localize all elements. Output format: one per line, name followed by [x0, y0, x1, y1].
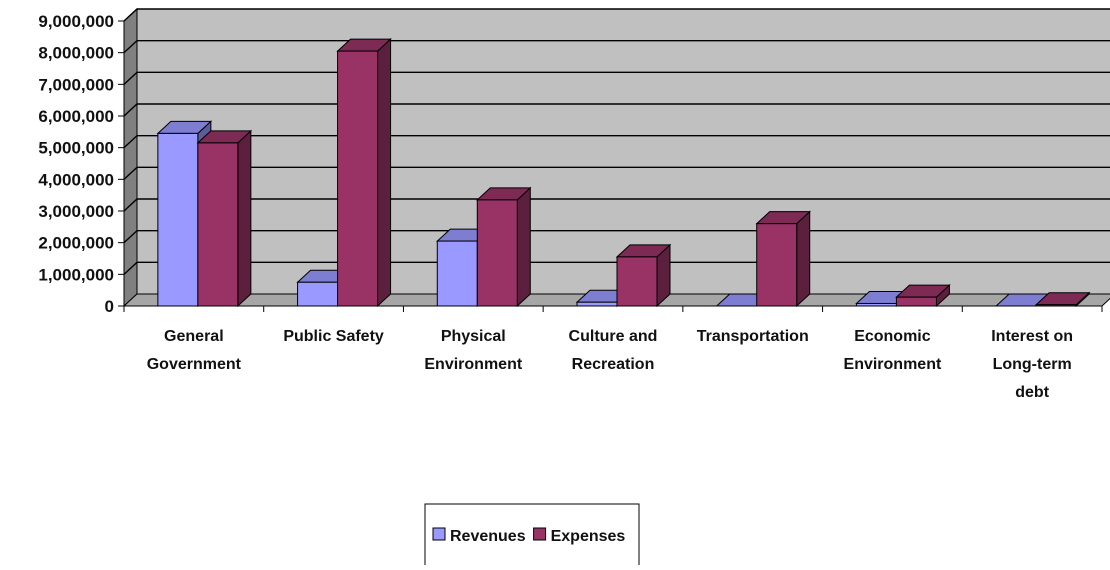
x-tick-label: debt [1015, 384, 1049, 401]
gridline [123, 198, 1110, 212]
bar-front [436, 240, 478, 307]
gridline [123, 39, 1110, 54]
x-tick-label: Physical [441, 328, 506, 345]
y-tick-label: 7,000,000 [38, 75, 114, 94]
bar-expenses [615, 243, 672, 308]
x-tick-label: Public Safety [283, 328, 384, 345]
legend-label: Expenses [551, 528, 626, 545]
bar-front [616, 256, 658, 307]
legend-swatch [533, 527, 547, 541]
y-tick-label: 0 [105, 297, 114, 316]
x-tick-label: Recreation [572, 356, 655, 373]
y-tick-label: 3,000,000 [38, 202, 114, 221]
x-tick-label: Long-term [993, 356, 1072, 373]
y-tick-label: 8,000,000 [38, 44, 114, 63]
x-tick-label: Environment [424, 356, 522, 373]
x-tick-label: General [164, 328, 224, 345]
bar-side [796, 210, 811, 308]
gridline [123, 166, 1110, 180]
bar-side [237, 129, 252, 308]
bar-front [895, 296, 937, 307]
y-tick-label: 5,000,000 [38, 139, 114, 158]
legend-item-expenses: Expenses [533, 527, 626, 545]
bar-front [756, 223, 798, 307]
gridline [123, 103, 1110, 117]
x-tick-label: Culture and [569, 328, 658, 345]
x-tick-label: Transportation [697, 328, 809, 345]
y-axis: 0 1,000,000 2,000,000 3,000,000 4,000,000 5,0… [38, 12, 125, 316]
legend-box [424, 503, 640, 570]
x-tick-label: Interest on [991, 328, 1073, 345]
y-tick-label: 9,000,000 [38, 12, 114, 31]
y-tick-label: 6,000,000 [38, 107, 114, 126]
bar-front [576, 301, 618, 307]
y-tick-label: 1,000,000 [38, 265, 114, 284]
bar-expenses [1034, 291, 1091, 308]
x-tick-label: Government [147, 356, 242, 373]
bar-front [157, 132, 199, 307]
bar-expenses [336, 37, 392, 308]
x-tick-label: Environment [844, 356, 942, 373]
bar-expenses [476, 186, 532, 308]
y-tick-label: 2,000,000 [38, 234, 114, 253]
bar-side [377, 37, 392, 308]
gridline [123, 8, 1110, 22]
bar-front [197, 142, 239, 307]
bar-expenses [895, 283, 951, 308]
bars [156, 37, 1091, 308]
gridlines [123, 8, 1110, 275]
legend-item-revenues: Revenues [432, 527, 526, 545]
bar-expenses [755, 210, 811, 308]
bar-front [297, 281, 339, 307]
y-tick-label: 4,000,000 [38, 170, 114, 189]
side-wall [123, 7, 138, 308]
bar-front [476, 199, 518, 307]
x-tick-label: Economic [854, 328, 931, 345]
legend-label: Revenues [450, 528, 526, 545]
bar-front [337, 50, 379, 307]
legend-swatch [432, 527, 446, 541]
bar-side [516, 186, 531, 308]
x-axis: General Government Public Safety Physical En… [123, 305, 1103, 401]
legend: Revenues Expenses [424, 503, 640, 570]
bar-expenses [196, 129, 253, 308]
gridline [123, 71, 1110, 85]
gridline [123, 134, 1110, 149]
